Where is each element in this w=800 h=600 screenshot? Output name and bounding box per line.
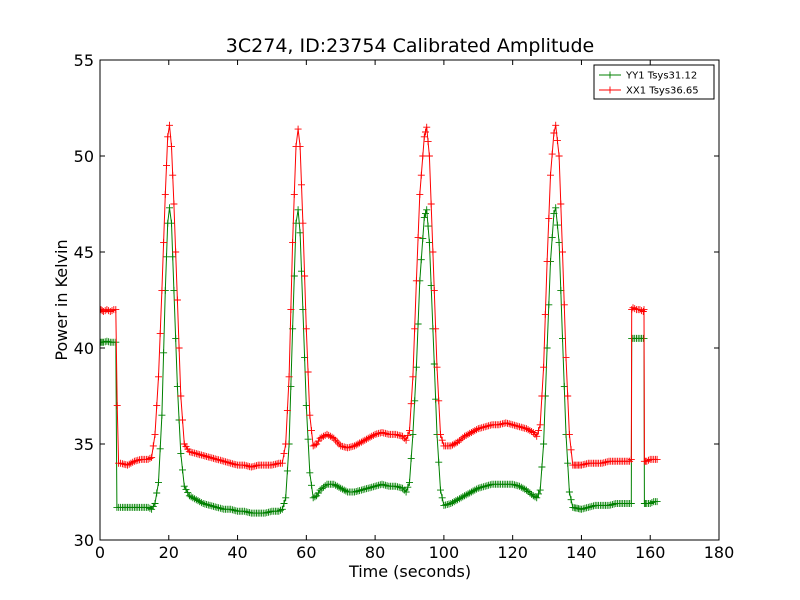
series-markers — [100, 121, 661, 471]
x-tick-label: 100 — [429, 543, 460, 562]
x-axis: 0 20 40 60 80 100 120 140 160 180 — [95, 60, 734, 562]
legend-marker — [606, 86, 614, 94]
x-tick-label: 20 — [159, 543, 179, 562]
legend-marker — [606, 71, 614, 79]
chart-title: 3C274, ID:23754 Calibrated Amplitude — [226, 35, 594, 57]
x-tick-label: 40 — [227, 543, 247, 562]
legend-label: XX1 Tsys36.65 — [626, 86, 699, 97]
x-tick-label: 160 — [635, 543, 666, 562]
series-markers — [100, 204, 661, 517]
x-tick-label: 120 — [497, 543, 528, 562]
y-tick-label: 55 — [74, 51, 94, 70]
legend-box — [593, 64, 715, 100]
x-tick-label: 0 — [95, 543, 105, 562]
y-tick-label: 35 — [74, 435, 94, 454]
y-axis-label: Power in Kelvin — [52, 239, 71, 360]
x-tick-label: 180 — [704, 543, 735, 562]
x-axis-label: Time (seconds) — [348, 562, 471, 581]
y-axis: 30 35 40 45 50 55 — [74, 51, 719, 550]
x-tick-label: 60 — [296, 543, 316, 562]
legend-label: YY1 Tsys31.12 — [625, 71, 697, 82]
y-tick-label: 45 — [74, 243, 94, 262]
legend-item: YY1 Tsys31.12 — [599, 71, 697, 82]
legend: YY1 Tsys31.12 XX1 Tsys36.65 — [593, 64, 715, 100]
series-2 — [100, 121, 661, 471]
y-tick-label: 30 — [74, 531, 94, 550]
y-tick-label: 40 — [74, 339, 94, 358]
legend-item: XX1 Tsys36.65 — [599, 86, 699, 97]
x-tick-label: 140 — [566, 543, 597, 562]
x-tick-label: 80 — [365, 543, 385, 562]
plot-frame — [99, 59, 720, 541]
y-tick-label: 50 — [74, 147, 94, 166]
plot-area — [100, 60, 719, 540]
series-1 — [100, 204, 661, 517]
series-layer — [100, 121, 661, 517]
